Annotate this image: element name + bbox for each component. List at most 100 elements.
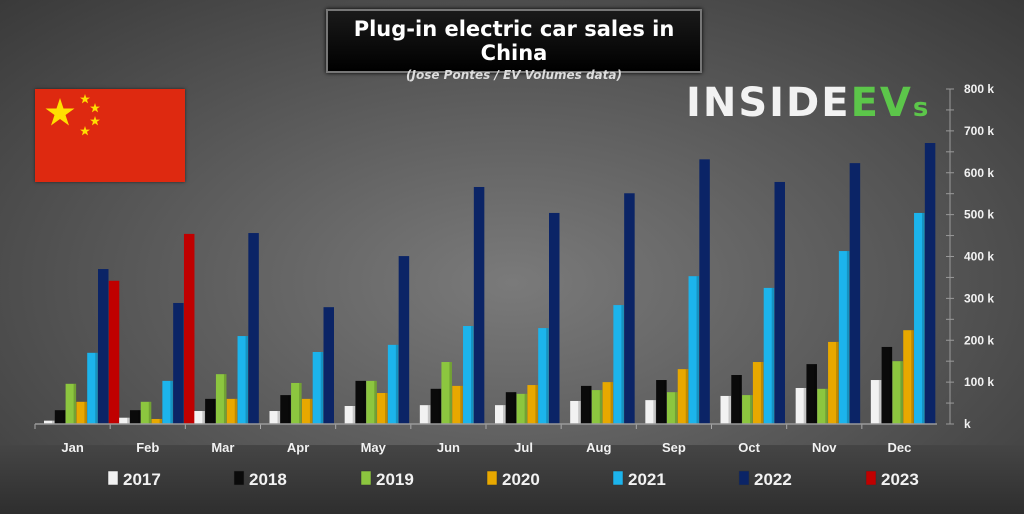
bar-apr-2017 — [269, 411, 280, 424]
x-tick-label: Mar — [211, 440, 234, 455]
bar-shade — [696, 276, 700, 424]
bar-feb-2018 — [129, 410, 141, 424]
bar-jan-2022 — [98, 269, 109, 424]
bar-may-2022 — [398, 256, 410, 424]
insideevs-logo: INSIDEEVs — [686, 80, 930, 126]
bar-shade — [427, 405, 431, 424]
bar-sep-2020 — [677, 369, 689, 424]
legend-item-2017: 2017 — [107, 470, 161, 489]
bar-sep-2017 — [645, 400, 656, 424]
bar-dec-2019 — [892, 361, 903, 424]
legend-swatch — [360, 470, 372, 486]
bar-shade — [750, 395, 753, 424]
bars-group — [44, 143, 936, 425]
y-tick-label: 600 k — [964, 166, 994, 180]
bar-apr-2018 — [280, 395, 291, 424]
bar-mar-2020 — [226, 398, 238, 424]
bar-jan-2018 — [54, 410, 66, 424]
bar-mar-2018 — [205, 398, 216, 424]
bar-nov-2020 — [828, 341, 839, 424]
bar-jun-2022 — [473, 186, 485, 424]
bar-apr-2021 — [312, 351, 324, 424]
y-tick-label: 400 k — [964, 250, 994, 264]
legend-swatch — [486, 470, 498, 486]
bar-shade — [299, 382, 302, 424]
legend-swatch — [865, 470, 877, 486]
bar-shade — [900, 361, 903, 424]
bar-dec-2021 — [914, 212, 925, 424]
bar-may-2020 — [377, 393, 388, 424]
bar-feb-2017 — [119, 417, 130, 424]
bar-dec-2022 — [924, 143, 936, 425]
bar-jul-2017 — [495, 405, 506, 424]
bar-jul-2018 — [505, 392, 517, 424]
bar-apr-2022 — [323, 307, 334, 424]
bar-shade — [610, 382, 614, 424]
bar-nov-2018 — [806, 364, 817, 424]
bar-sep-2019 — [666, 392, 678, 424]
bar-aug-2022 — [624, 193, 635, 424]
bar-apr-2019 — [291, 382, 302, 424]
bar-dec-2020 — [903, 330, 914, 424]
bar-jun-2021 — [463, 326, 474, 424]
bar-shade — [846, 251, 850, 424]
bar-shade — [460, 385, 463, 424]
bar-shade — [535, 385, 538, 424]
bar-dec-2018 — [881, 346, 893, 424]
bar-shade — [363, 380, 366, 424]
bar-shade — [352, 405, 356, 424]
bar-shade — [739, 375, 742, 424]
logo-part-s: s — [912, 93, 931, 123]
legend-item-2019: 2019 — [360, 470, 414, 489]
bar-jan-2019 — [65, 383, 77, 424]
bar-shade — [374, 380, 377, 424]
bar-jan-2020 — [76, 401, 87, 424]
x-tick-label: Oct — [738, 440, 760, 455]
y-tick-label: 700 k — [964, 124, 994, 138]
legend-swatch — [738, 470, 750, 486]
china-flag-icon — [35, 89, 185, 182]
logo-part-ev: EV — [850, 80, 913, 126]
bar-shade — [803, 387, 807, 424]
bar-shade — [503, 405, 506, 424]
bar-shade — [685, 369, 689, 424]
bar-aug-2019 — [591, 390, 603, 424]
bar-oct-2017 — [720, 395, 731, 424]
bar-shade — [728, 395, 731, 424]
bar-oct-2020 — [752, 362, 764, 424]
bar-mar-2021 — [237, 336, 249, 424]
bar-shade — [127, 417, 130, 424]
bar-shade — [588, 385, 592, 424]
y-tick-label: 200 k — [964, 333, 994, 347]
y-tick-label: k — [964, 417, 971, 431]
bar-nov-2017 — [795, 387, 807, 424]
legend-item-2018: 2018 — [233, 470, 287, 489]
bar-shade — [245, 336, 249, 424]
logo-part-inside: INSIDE — [686, 80, 851, 126]
bar-jun-2020 — [452, 385, 463, 424]
bar-feb-2023 — [183, 233, 195, 424]
legend-swatch — [233, 470, 245, 486]
legend-item-2022: 2022 — [738, 470, 792, 489]
y-tick-label: 500 k — [964, 208, 994, 222]
bar-shade — [202, 411, 205, 424]
bar-mar-2019 — [215, 374, 227, 424]
bar-shade — [213, 398, 216, 424]
bar-aug-2017 — [570, 400, 581, 424]
bar-may-2021 — [387, 344, 399, 424]
bar-shade — [159, 418, 163, 424]
chart-title: Plug-in electric car sales in China — [353, 17, 675, 65]
bar-shade — [513, 392, 517, 424]
bar-shade — [395, 344, 399, 424]
bar-shade — [449, 362, 452, 424]
bar-shade — [84, 401, 87, 424]
x-tick-label: Apr — [287, 440, 309, 455]
bar-shade — [814, 364, 817, 424]
bar-nov-2021 — [838, 251, 850, 424]
bar-shade — [889, 346, 893, 424]
bar-jul-2020 — [527, 385, 538, 424]
legend-label: 2023 — [881, 470, 919, 489]
bar-jan-2017 — [44, 420, 55, 424]
